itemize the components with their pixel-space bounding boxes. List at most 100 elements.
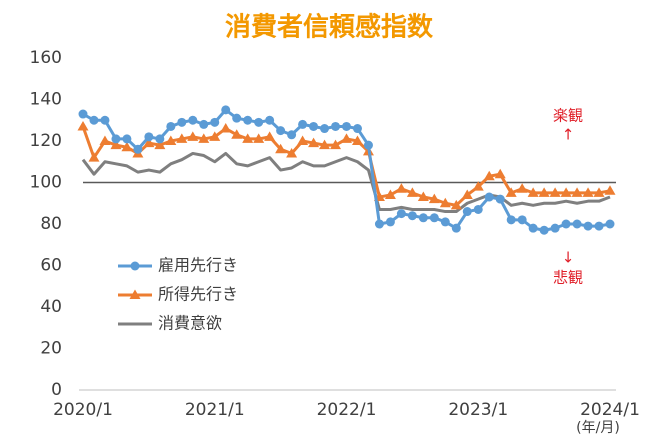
marker — [122, 134, 132, 144]
marker — [319, 139, 331, 150]
marker — [187, 131, 199, 141]
marker — [374, 219, 384, 229]
marker — [198, 133, 210, 143]
marker — [320, 124, 330, 134]
marker — [254, 117, 264, 127]
marker — [418, 213, 428, 223]
marker — [330, 139, 342, 150]
marker — [395, 183, 407, 193]
marker — [351, 135, 363, 145]
x-tick-label: 2020/1 — [53, 400, 113, 420]
marker — [297, 135, 309, 145]
marker — [527, 187, 539, 197]
annotation: 悲観 — [553, 269, 583, 287]
marker — [287, 130, 297, 140]
marker — [495, 194, 505, 204]
marker — [439, 197, 451, 208]
x-tick-label: 2024/1 — [580, 400, 640, 420]
marker — [265, 115, 275, 125]
x-tick-label: 2021/1 — [185, 400, 245, 420]
marker — [298, 119, 308, 129]
marker — [385, 217, 395, 227]
marker — [253, 133, 265, 143]
marker — [440, 217, 450, 227]
marker — [450, 199, 462, 210]
y-tick-label: 120 — [30, 131, 62, 151]
chart-title: 消費者信頼感指数 — [225, 13, 434, 43]
marker — [276, 126, 286, 136]
y-tick-label: 100 — [30, 173, 62, 193]
marker — [176, 133, 188, 143]
marker — [155, 134, 165, 144]
marker — [144, 132, 154, 142]
marker — [231, 129, 243, 139]
marker — [143, 137, 155, 148]
marker — [462, 207, 472, 217]
marker — [561, 219, 571, 229]
marker — [286, 147, 298, 158]
marker — [154, 139, 166, 150]
marker — [604, 185, 616, 195]
marker — [517, 215, 527, 225]
marker — [77, 120, 89, 131]
y-tick-label: 60 — [40, 256, 62, 276]
marker — [429, 213, 439, 223]
marker — [583, 221, 593, 231]
marker — [417, 191, 429, 202]
marker — [593, 187, 605, 197]
marker — [494, 168, 506, 179]
marker — [209, 131, 221, 141]
marker — [571, 187, 583, 197]
marker — [177, 117, 187, 127]
x-tick-label: 2023/1 — [448, 400, 508, 420]
x-tick-label: 2022/1 — [317, 400, 377, 420]
marker — [428, 193, 440, 204]
legend-label: 消費意欲 — [158, 314, 222, 333]
series-line — [81, 151, 611, 214]
annotation: ↓ — [562, 249, 575, 267]
marker — [483, 170, 495, 181]
y-tick-label: 40 — [40, 297, 62, 317]
marker — [549, 187, 561, 197]
y-tick-label: 0 — [51, 380, 62, 400]
marker — [199, 119, 209, 129]
marker — [528, 223, 538, 233]
marker — [539, 225, 549, 235]
marker — [384, 189, 396, 199]
y-tick-label: 140 — [30, 90, 62, 110]
marker — [275, 143, 287, 154]
x-unit: (年/月) — [576, 420, 620, 436]
marker — [331, 121, 341, 131]
marker — [605, 219, 615, 229]
marker — [221, 105, 231, 115]
marker — [550, 223, 560, 233]
annotation: 楽観 — [553, 107, 583, 125]
marker — [309, 121, 319, 131]
marker — [89, 115, 99, 125]
marker — [220, 123, 232, 133]
marker — [472, 181, 484, 191]
marker — [407, 211, 417, 221]
marker — [99, 135, 111, 145]
marker — [308, 137, 320, 148]
marker — [133, 144, 143, 154]
marker — [342, 121, 351, 131]
marker — [582, 187, 594, 197]
marker — [352, 124, 362, 134]
marker — [243, 115, 253, 125]
marker — [110, 139, 122, 150]
marker — [188, 115, 198, 125]
legend-label: 所得先行き — [158, 285, 238, 304]
marker — [396, 209, 406, 219]
marker — [100, 115, 110, 125]
marker — [363, 140, 373, 150]
marker — [461, 189, 473, 199]
marker — [341, 133, 352, 143]
marker — [210, 117, 220, 127]
marker — [484, 192, 494, 202]
marker — [264, 131, 276, 141]
marker — [505, 187, 517, 197]
marker — [232, 113, 242, 123]
y-tick-label: 20 — [40, 339, 62, 359]
marker — [165, 135, 177, 145]
